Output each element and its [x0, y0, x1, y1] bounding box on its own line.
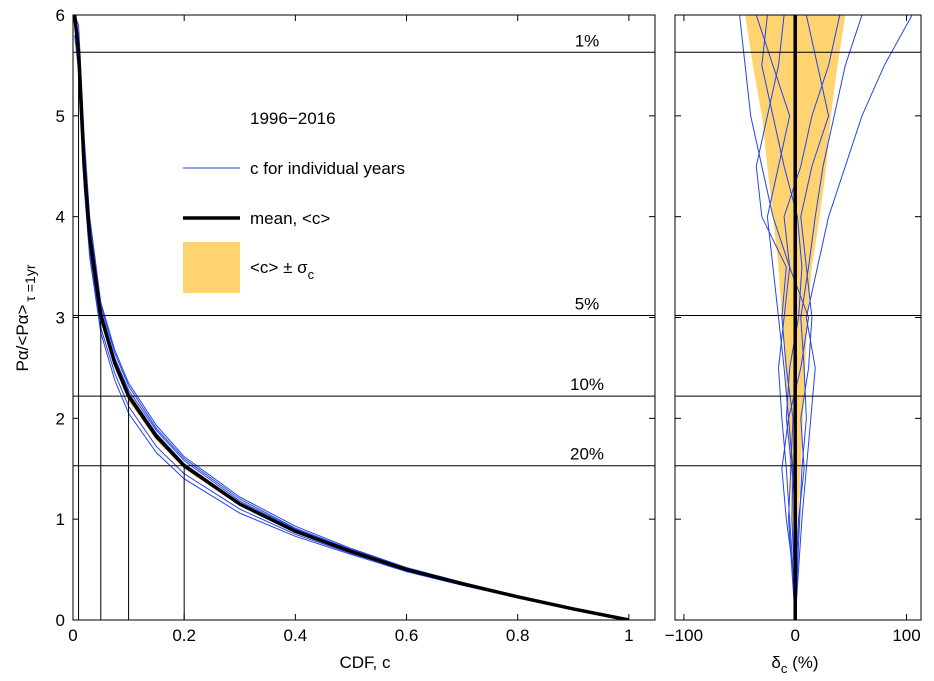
legend-swatch — [183, 242, 240, 293]
x-tick-label: 0.2 — [172, 626, 196, 645]
reference-label: 10% — [570, 375, 604, 394]
left-plot — [73, 15, 630, 620]
y-tick-label: 0 — [56, 611, 65, 630]
y-tick-label: 5 — [56, 107, 65, 126]
legend-label-sub: c — [308, 267, 315, 282]
year-line — [74, 15, 629, 620]
y-tick-label: 2 — [56, 409, 65, 428]
year-line — [74, 25, 629, 620]
legend-label: <c> ± σc — [250, 258, 315, 282]
year-line — [755, 15, 796, 620]
y-tick-label: 1 — [56, 510, 65, 529]
label-sub: c — [781, 661, 788, 676]
legend-label: mean, <c> — [250, 209, 330, 228]
x-axis-label: δc (%) — [771, 653, 818, 676]
y-tick-label: 4 — [56, 208, 65, 227]
year-line — [781, 15, 841, 620]
reference-label: 20% — [570, 445, 604, 464]
year-line — [74, 15, 629, 620]
band — [74, 15, 629, 620]
axes: 0 0.2 0.4 0.6 0.8 1 0 1 2 3 4 5 6 −100 0 100 1% 5% 10% 20% 1… — [56, 6, 921, 645]
y-axis-label: Pα/<Pα> τ =1yr — [13, 264, 38, 371]
right-plot — [739, 15, 913, 620]
label-main: δ — [771, 653, 780, 672]
y-tick-label: 6 — [56, 6, 65, 25]
label-main: Pα/<Pα> — [13, 304, 32, 371]
x-axis-label: CDF, c — [340, 653, 392, 672]
legend-label-main: <c> ± σ — [250, 258, 308, 277]
legend-label: c for individual years — [250, 159, 405, 178]
x-tick-label: −100 — [665, 626, 703, 645]
year-line — [74, 15, 629, 620]
x-tick-label: 1 — [624, 626, 633, 645]
right-frame — [674, 14, 922, 621]
year-line — [794, 15, 830, 620]
x-tick-label: 0.8 — [506, 626, 530, 645]
x-tick-label: 0.6 — [395, 626, 419, 645]
year-line — [74, 15, 629, 620]
x-tick-label: 0.4 — [284, 626, 308, 645]
x-tick-label: 0 — [68, 626, 77, 645]
y-tick-label: 3 — [56, 309, 65, 328]
year-line — [794, 15, 913, 620]
x-tick-label: 100 — [892, 626, 920, 645]
reference-label: 5% — [575, 294, 600, 313]
year-line — [755, 15, 796, 620]
legend-title: 1996−2016 — [250, 109, 336, 128]
year-line — [794, 15, 863, 620]
label-tail: (%) — [787, 653, 818, 672]
label-sub: τ =1yr — [22, 264, 38, 301]
mean-line — [73, 15, 630, 620]
left-frame — [72, 14, 656, 621]
reference-label: 1% — [575, 31, 600, 50]
year-line — [74, 35, 629, 620]
x-tick-label: 0 — [790, 626, 799, 645]
year-line — [739, 15, 796, 620]
